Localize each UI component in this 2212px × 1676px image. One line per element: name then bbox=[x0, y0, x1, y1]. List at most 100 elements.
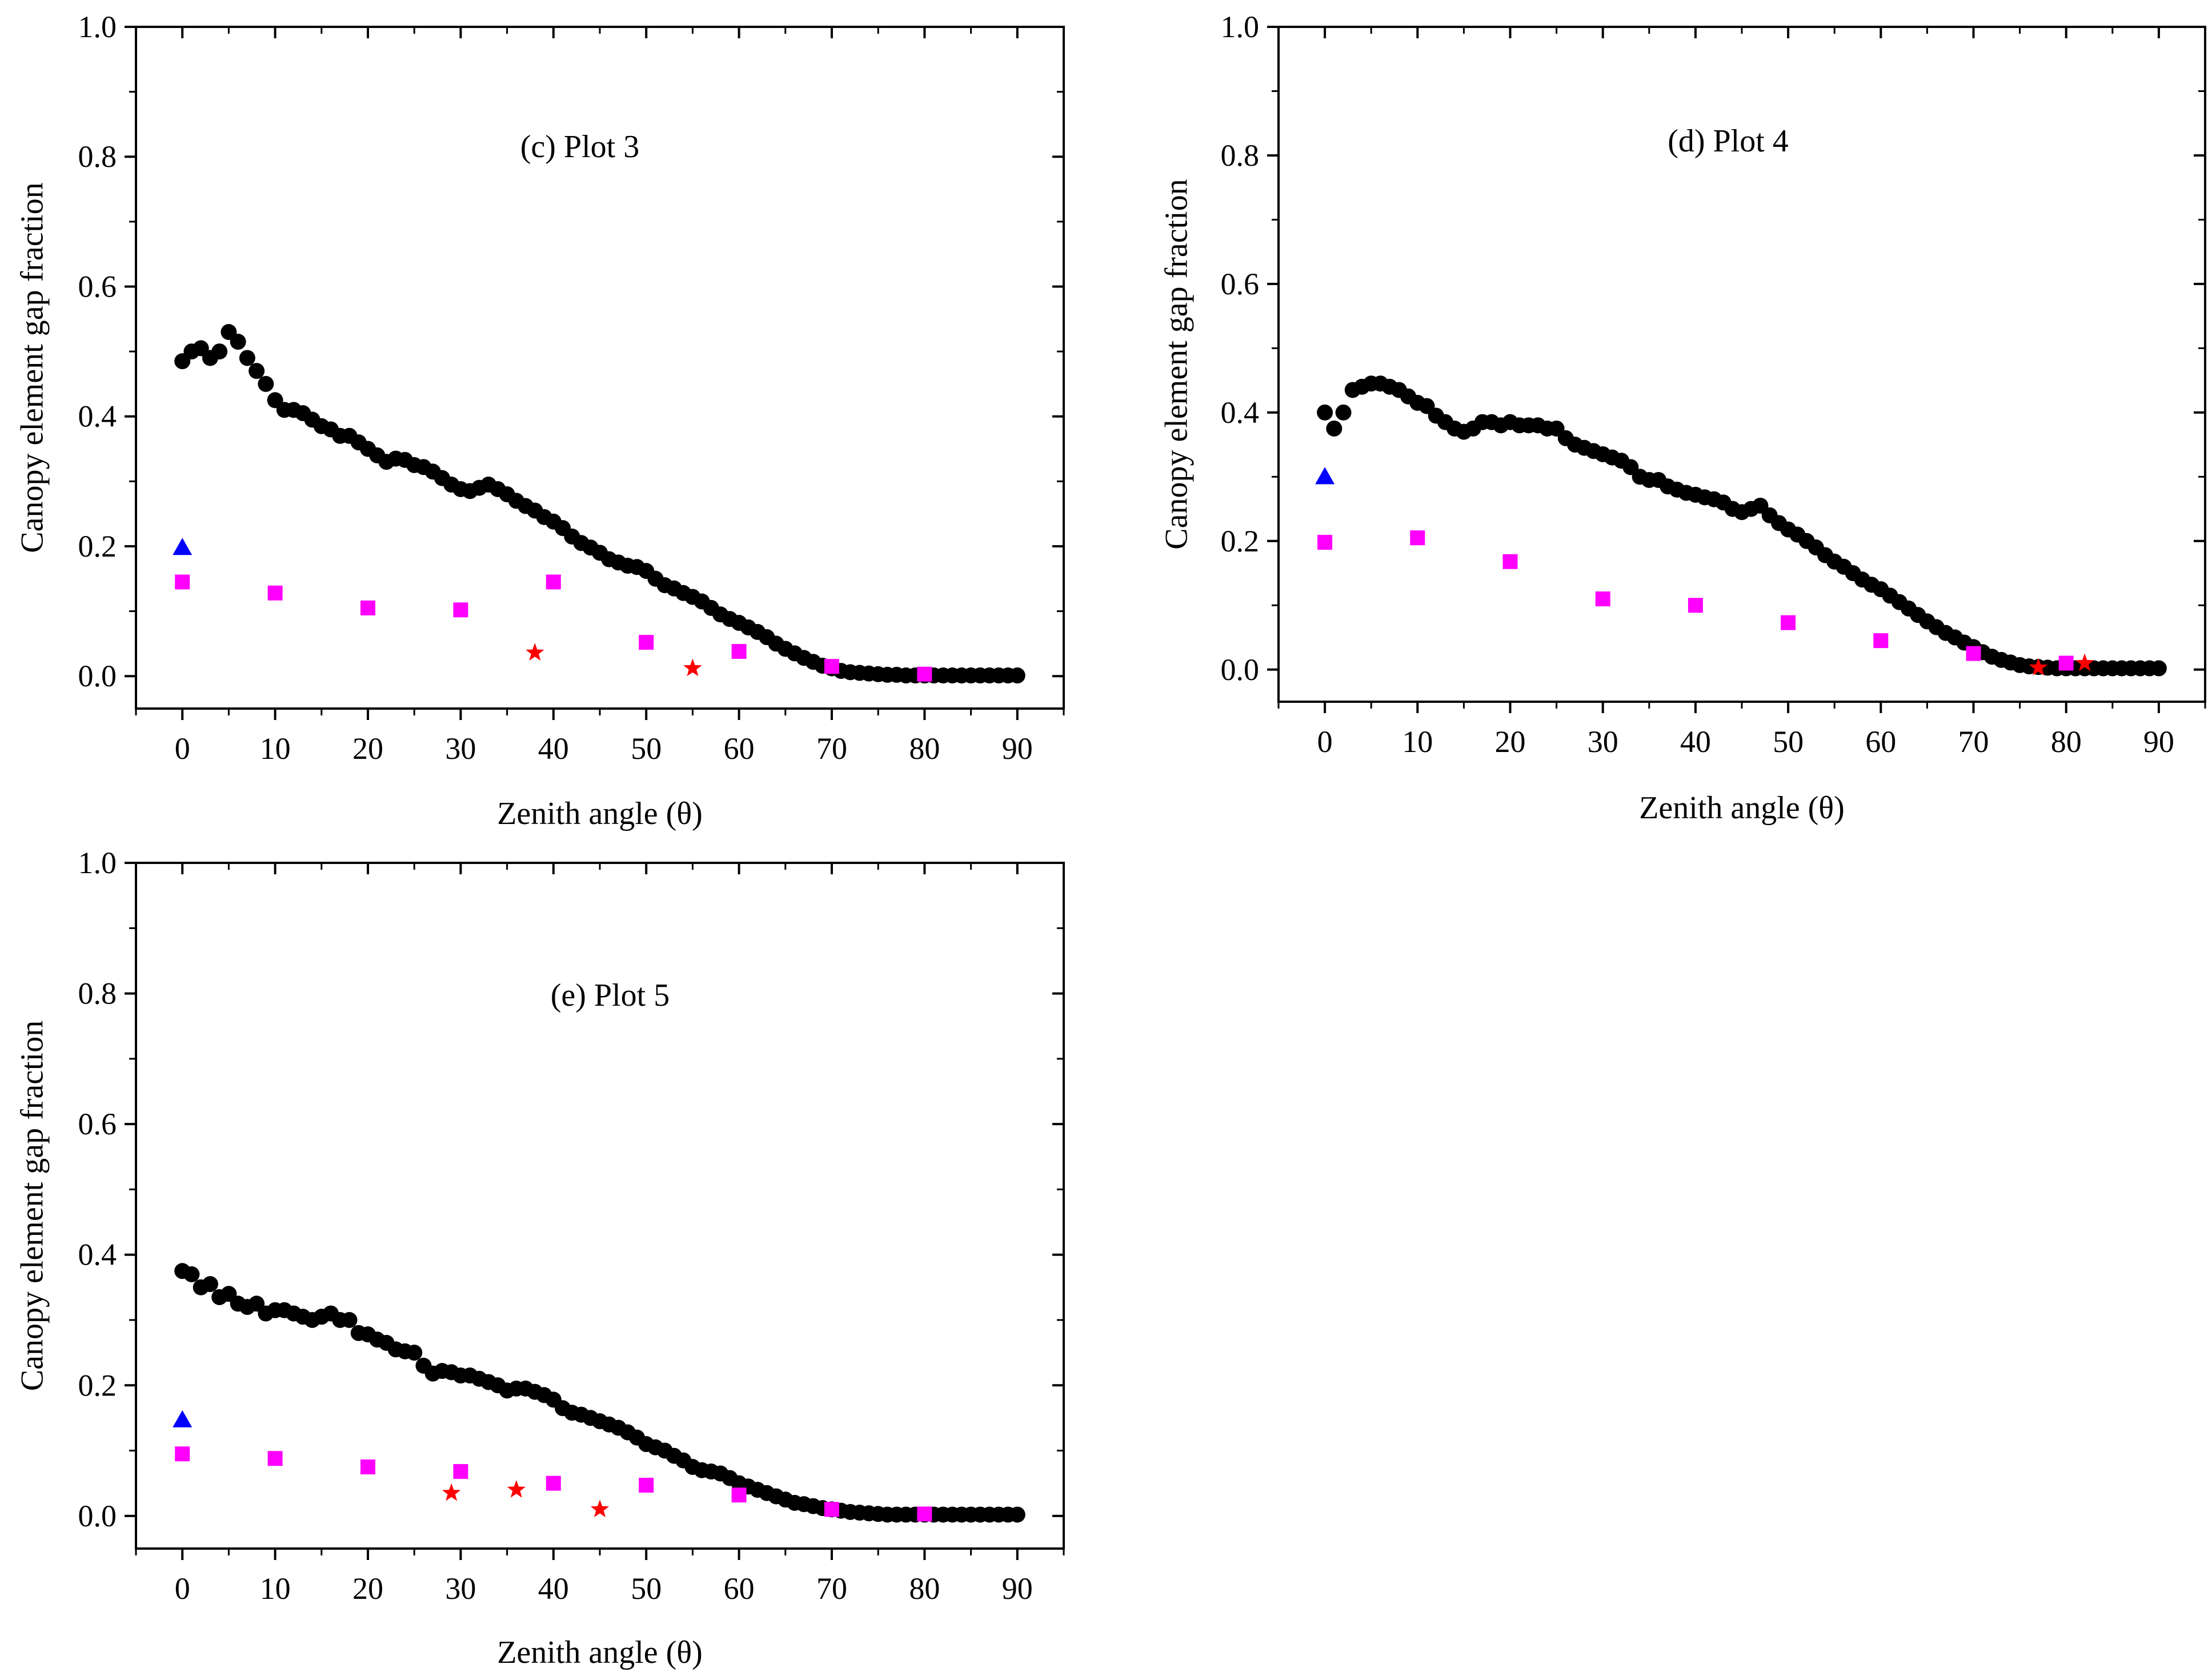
x-tick-label: 90 bbox=[1002, 731, 1033, 766]
star-marker bbox=[590, 1499, 610, 1518]
y-tick-label: 1.0 bbox=[78, 10, 117, 44]
x-tick-label: 0 bbox=[175, 1571, 190, 1606]
triangle-marker bbox=[1315, 467, 1335, 485]
x-tick-label: 10 bbox=[260, 1571, 291, 1606]
x-tick-label: 30 bbox=[1588, 725, 1618, 759]
star-marker bbox=[683, 658, 702, 677]
y-tick-label: 0.0 bbox=[78, 659, 117, 693]
gap-fraction-point bbox=[1317, 404, 1333, 421]
square-marker bbox=[1966, 646, 1981, 661]
x-tick-label: 50 bbox=[1773, 725, 1804, 759]
square-marker bbox=[546, 1475, 561, 1491]
panel-title: (d) Plot 4 bbox=[1668, 123, 1789, 159]
y-tick-label: 0.0 bbox=[1221, 653, 1260, 687]
star-marker bbox=[2075, 653, 2094, 671]
x-axis-label: Zenith angle (θ) bbox=[497, 1635, 703, 1670]
star-marker bbox=[442, 1483, 461, 1501]
square-marker bbox=[824, 659, 839, 674]
x-tick-label: 20 bbox=[1495, 725, 1526, 759]
chart-panel-2: 0.0 0.2 0.4 0.6 0.8 1.0 0 10 20 30 40 50 60 70 80 90 Zen… bbox=[1159, 10, 2206, 826]
y-tick-label: 1.0 bbox=[78, 846, 117, 880]
square-marker bbox=[175, 1446, 190, 1462]
y-tick-label: 0.8 bbox=[1221, 138, 1260, 173]
square-marker bbox=[2058, 655, 2074, 671]
x-tick-label: 20 bbox=[352, 1571, 383, 1606]
x-tick-label: 80 bbox=[909, 1571, 940, 1606]
y-tick-label: 0.8 bbox=[78, 977, 117, 1011]
gap-fraction-point bbox=[258, 375, 274, 392]
x-tick-label: 20 bbox=[352, 731, 383, 766]
square-marker bbox=[917, 666, 932, 682]
y-tick-label: 0.4 bbox=[1221, 395, 1260, 430]
x-tick-label: 40 bbox=[1680, 725, 1711, 759]
square-marker bbox=[267, 585, 283, 601]
square-marker bbox=[824, 1502, 839, 1517]
x-tick-label: 90 bbox=[2143, 725, 2174, 759]
square-marker bbox=[639, 1478, 654, 1493]
y-tick-label: 0.6 bbox=[1221, 267, 1260, 301]
y-tick-label: 0.6 bbox=[78, 269, 117, 303]
triangle-marker bbox=[173, 1410, 193, 1427]
square-marker bbox=[1410, 530, 1425, 546]
square-marker bbox=[453, 1464, 468, 1479]
star-marker bbox=[507, 1480, 526, 1498]
gap-fraction-point bbox=[211, 343, 228, 360]
y-axis-label: Canopy element gap fraction bbox=[15, 1021, 50, 1391]
x-axis-label: Zenith angle (θ) bbox=[497, 796, 703, 831]
panel-title: (c) Plot 3 bbox=[520, 129, 639, 165]
x-tick-label: 70 bbox=[1958, 725, 1989, 759]
x-tick-label: 80 bbox=[909, 731, 940, 766]
gap-fraction-point bbox=[202, 1276, 218, 1293]
x-tick-label: 70 bbox=[816, 731, 847, 766]
x-tick-label: 30 bbox=[445, 731, 476, 766]
y-tick-label: 0.8 bbox=[78, 139, 117, 174]
square-marker bbox=[1781, 615, 1796, 630]
y-tick-label: 0.4 bbox=[78, 1238, 117, 1272]
x-tick-label: 60 bbox=[1865, 725, 1896, 759]
gap-fraction-point bbox=[183, 1266, 200, 1282]
x-tick-label: 0 bbox=[1317, 725, 1333, 759]
square-marker bbox=[546, 574, 561, 590]
x-tick-label: 50 bbox=[631, 731, 662, 766]
square-marker bbox=[175, 574, 190, 590]
x-axis-label: Zenith angle (θ) bbox=[1639, 790, 1845, 826]
gap-fraction-point bbox=[1009, 667, 1025, 684]
x-tick-label: 90 bbox=[1002, 1571, 1033, 1606]
y-axis-label: Canopy element gap fraction bbox=[1159, 179, 1195, 549]
gap-fraction-point bbox=[230, 334, 246, 350]
x-tick-label: 10 bbox=[1402, 725, 1433, 759]
triangle-marker bbox=[173, 538, 193, 555]
y-tick-label: 0.4 bbox=[78, 399, 117, 434]
gap-fraction-point bbox=[2150, 660, 2167, 677]
y-tick-label: 0.6 bbox=[78, 1107, 117, 1141]
gap-fraction-point bbox=[341, 1312, 358, 1328]
x-tick-label: 60 bbox=[724, 1571, 755, 1606]
square-marker bbox=[1595, 591, 1610, 607]
x-tick-label: 40 bbox=[538, 1571, 569, 1606]
gap-fraction-point bbox=[249, 363, 265, 379]
gap-fraction-point bbox=[1009, 1506, 1025, 1523]
square-marker bbox=[731, 1487, 747, 1503]
star-marker bbox=[2029, 658, 2048, 676]
x-tick-label: 50 bbox=[631, 1571, 662, 1606]
y-tick-label: 0.2 bbox=[78, 529, 117, 563]
x-tick-label: 30 bbox=[445, 1571, 476, 1606]
y-tick-label: 1.0 bbox=[1221, 10, 1260, 44]
square-marker bbox=[917, 1506, 932, 1522]
square-marker bbox=[360, 600, 375, 615]
y-axis-label: Canopy element gap fraction bbox=[15, 182, 50, 553]
gap-fraction-point bbox=[239, 350, 255, 366]
plot-frame bbox=[135, 862, 1065, 1550]
x-tick-label: 80 bbox=[2051, 725, 2082, 759]
gap-fraction-point bbox=[406, 1345, 423, 1361]
x-tick-label: 10 bbox=[260, 731, 291, 766]
square-marker bbox=[360, 1459, 375, 1475]
square-marker bbox=[267, 1451, 283, 1466]
y-tick-label: 0.2 bbox=[78, 1368, 117, 1402]
square-marker bbox=[639, 635, 654, 650]
chart-panel-3: 0.0 0.2 0.4 0.6 0.8 1.0 0 10 20 30 40 50 60 70 80 90 Zen… bbox=[15, 846, 1065, 1670]
y-tick-label: 0.0 bbox=[78, 1499, 117, 1533]
star-marker bbox=[526, 643, 544, 661]
